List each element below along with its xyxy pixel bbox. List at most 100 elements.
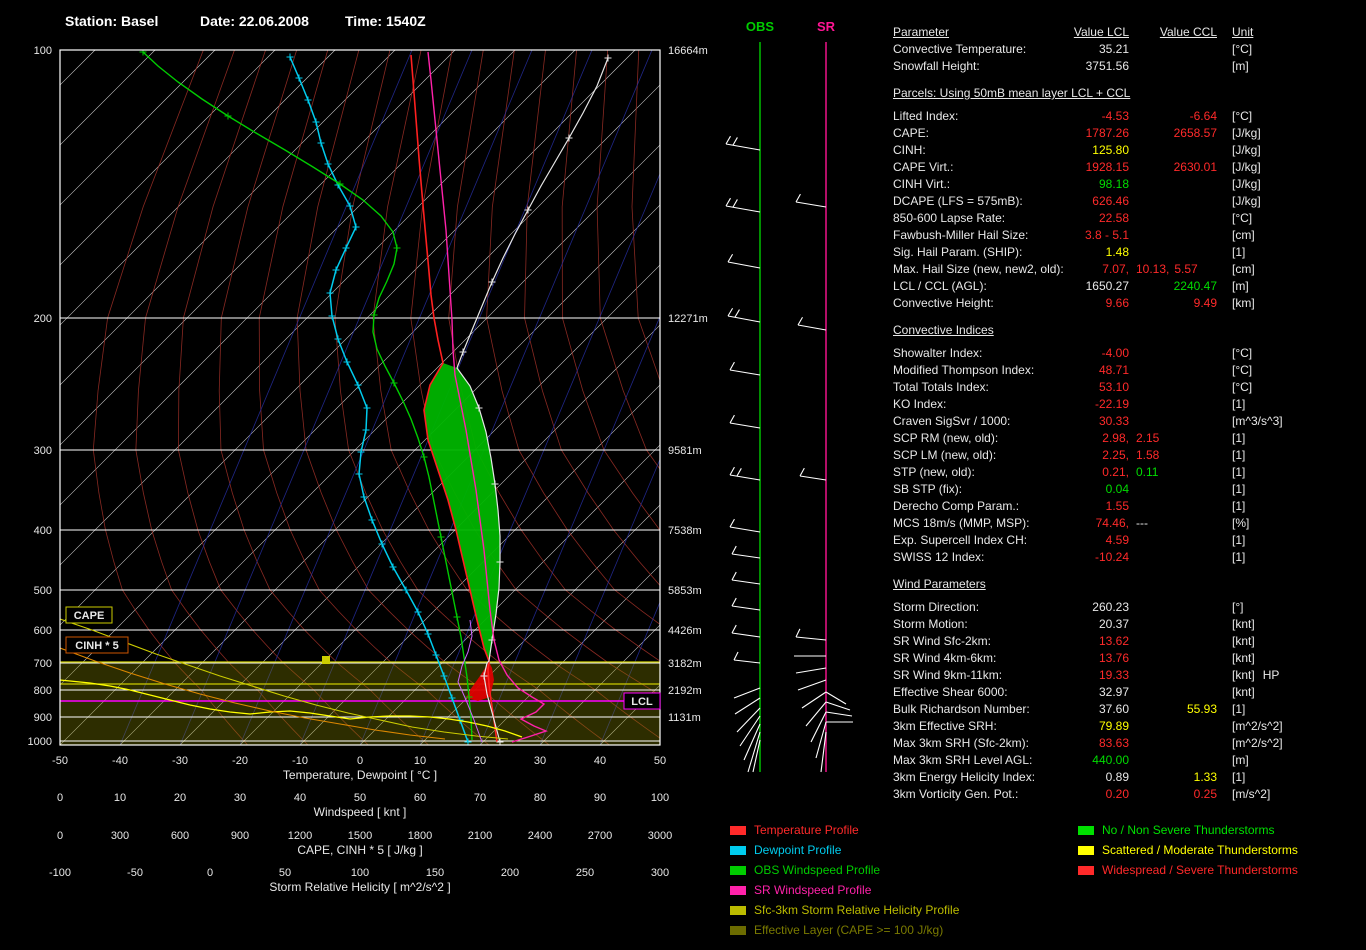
param-name: Effective Shear 6000:	[893, 684, 1065, 701]
temperature-axis-tick-label: -50	[52, 755, 68, 767]
legend-item: Sfc-3km Storm Relative Helicity Profile	[730, 900, 959, 920]
legend-swatch	[730, 866, 746, 875]
param-unit: [°C]	[1232, 210, 1252, 227]
cape-axis-tick-label: 2100	[468, 830, 492, 842]
obs-wind-barb-tick	[734, 652, 738, 660]
isotherm-line	[540, 50, 905, 745]
value-segment: 7.07,	[1102, 262, 1129, 276]
sr-wind-barb-tick	[796, 629, 800, 637]
table-row: SCP RM (new, old):2.98,2.15[1]	[893, 430, 1363, 447]
param-value-ccl	[1129, 481, 1217, 498]
param-value-lcl: 4.59	[1065, 532, 1129, 549]
mixing-ratio-line	[540, 50, 832, 745]
obs-windspeed-line-marker	[371, 312, 378, 319]
legend-label: OBS Windspeed Profile	[754, 863, 880, 877]
param-unit: [J/kg]	[1232, 193, 1261, 210]
value-segment: 48.71	[1099, 363, 1129, 377]
obs-wind-barb-tick	[732, 598, 736, 606]
cape-label: CAPE	[74, 610, 105, 622]
sr-wind-barb	[800, 476, 826, 480]
param-unit: [°C]	[1232, 345, 1252, 362]
obs-wind-barb-tick	[733, 137, 738, 145]
dewpoint-profile-line-marker	[390, 564, 397, 571]
param-unit: [m]	[1232, 278, 1249, 295]
legend-label: Effective Layer (CAPE >= 100 J/kg)	[754, 923, 943, 937]
value-segment: 9.66	[1106, 296, 1129, 310]
param-value-ccl: 10.13,5.57	[1129, 261, 1217, 278]
obs-windspeed-line-marker	[421, 454, 428, 461]
srh-axis-tick-label: 0	[207, 867, 213, 879]
param-unit: [cm]	[1232, 261, 1255, 278]
windspeed-axis-tick-label: 60	[414, 792, 426, 804]
param-unit: [m^3/s^3]	[1232, 413, 1283, 430]
legend-item: OBS Windspeed Profile	[730, 860, 959, 880]
param-name: SR Wind 9km-11km:	[893, 667, 1065, 684]
param-unit: [km]	[1232, 295, 1255, 312]
param-name: KO Index:	[893, 396, 1065, 413]
value-segment: 2.15	[1136, 431, 1159, 445]
windspeed-axis-tick-label: 0	[57, 792, 63, 804]
srh-axis-tick-label: 150	[426, 867, 444, 879]
dewpoint-profile-line-marker	[305, 97, 312, 104]
obs-wind-barb	[728, 316, 760, 322]
isotherm-line	[240, 50, 905, 745]
srh-axis-title: Storm Relative Helicity [ m^2/s^2 ]	[269, 880, 450, 894]
obs-wind-barb-tick	[730, 519, 734, 527]
table-row: KO Index:-22.19[1]	[893, 396, 1363, 413]
parcel-path-line-marker	[489, 279, 496, 286]
height-label: 3182m	[668, 658, 702, 670]
cape-axis-tick-label: 2400	[528, 830, 552, 842]
param-name: Max 3km SRH Level AGL:	[893, 752, 1065, 769]
obs-windspeed-line-marker	[438, 534, 445, 541]
legend-label: Scattered / Moderate Thunderstorms	[1102, 843, 1298, 857]
param-value-ccl: 2630.01	[1129, 159, 1217, 176]
param-value-lcl: 626.46	[1065, 193, 1129, 210]
temperature-axis-tick-label: -40	[112, 755, 128, 767]
param-value-lcl: 19.33	[1065, 667, 1129, 684]
param-value-ccl: 0.25	[1129, 786, 1217, 803]
legend-swatch	[730, 906, 746, 915]
dry-adiabat-line	[449, 50, 806, 754]
value-segment: 83.63	[1099, 736, 1129, 750]
section-header: Convective Indices	[893, 322, 1363, 339]
param-name: Lifted Index:	[893, 108, 1065, 125]
param-value-ccl	[1129, 362, 1217, 379]
param-unit: [J/kg]	[1232, 142, 1261, 159]
sr-wind-barb	[806, 702, 826, 726]
dewpoint-profile-line-marker	[329, 313, 336, 320]
table-row: SR Wind 9km-11km:19.33[knt]HP	[893, 667, 1363, 684]
dewpoint-profile-line-marker	[287, 54, 294, 61]
severity-legend: No / Non Severe ThunderstormsScattered /…	[1078, 820, 1298, 880]
legend-swatch	[1078, 826, 1094, 835]
dewpoint-profile-line-marker	[369, 517, 376, 524]
param-unit: [1]	[1232, 481, 1245, 498]
param-value-ccl	[1129, 599, 1217, 616]
param-unit: [knt]	[1232, 650, 1255, 667]
value-segment: 79.89	[1099, 719, 1129, 733]
obs-windspeed-line-marker	[454, 614, 461, 621]
param-value-lcl: 0.21,	[1065, 464, 1129, 481]
table-row: Storm Direction:260.23[°]	[893, 599, 1363, 616]
param-value-ccl: 2658.57	[1129, 125, 1217, 142]
param-value-ccl	[1129, 616, 1217, 633]
value-segment: 5.57	[1174, 262, 1197, 276]
param-value-lcl: 125.80	[1065, 142, 1129, 159]
table-header-row: Parameter Value LCL Value CCL Unit	[893, 24, 1363, 41]
legend-swatch	[730, 826, 746, 835]
obs-wind-barb-tick	[737, 468, 741, 476]
table-row: 850-600 Lapse Rate:22.58[°C]	[893, 210, 1363, 227]
windspeed-axis-tick-label: 90	[594, 792, 606, 804]
srh-axis-tick-label: 300	[651, 867, 669, 879]
param-value-lcl: 3.8 - 5.1	[1065, 227, 1129, 244]
value-segment: 2.98,	[1102, 431, 1129, 445]
value-segment: 1.48	[1106, 245, 1129, 259]
legend-swatch	[730, 886, 746, 895]
dry-adiabat-line	[525, 50, 905, 754]
srh-axis-tick-label: 250	[576, 867, 594, 879]
param-unit: [cm]	[1232, 227, 1255, 244]
parcel-path-line-marker	[566, 135, 573, 142]
table-row: DCAPE (LFS = 575mB):626.46[J/kg]	[893, 193, 1363, 210]
param-value-lcl: 0.20	[1065, 786, 1129, 803]
pressure-tick-label: 1000	[28, 736, 52, 748]
obs-wind-barb-tick	[732, 625, 736, 633]
